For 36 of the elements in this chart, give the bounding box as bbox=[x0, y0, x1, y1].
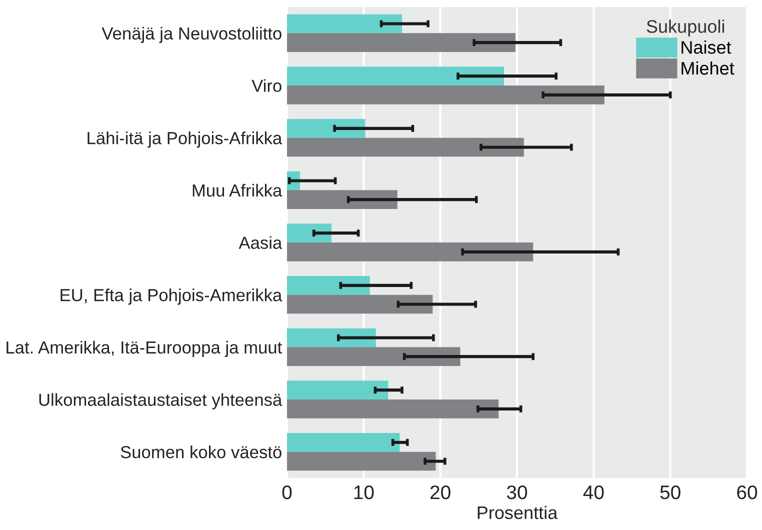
y-tick-label: Muu Afrikka bbox=[192, 184, 282, 197]
bar bbox=[287, 276, 370, 295]
y-tick-label: Viro bbox=[252, 79, 282, 92]
y-tick-label: Venäjä ja Neuvostoliitto bbox=[102, 26, 282, 44]
bar bbox=[287, 66, 504, 86]
x-tick-label: 10 bbox=[354, 485, 374, 500]
x-tick-label: 40 bbox=[583, 485, 604, 500]
bar bbox=[287, 14, 402, 34]
legend-label: Miehet bbox=[682, 61, 734, 75]
y-tick-label: Suomen koko väestö bbox=[120, 446, 282, 458]
bar bbox=[287, 118, 366, 138]
bar bbox=[287, 400, 499, 418]
bar bbox=[287, 190, 398, 210]
x-tick-label: 50 bbox=[660, 485, 680, 500]
legend-label: Naiset bbox=[682, 40, 732, 54]
bar bbox=[287, 224, 332, 242]
bar bbox=[287, 86, 604, 104]
y-tick-label: Lähi-itä ja Pohjois-Afrikka bbox=[88, 132, 282, 148]
bar bbox=[287, 452, 436, 471]
bar bbox=[287, 138, 524, 157]
x-tick-label: 30 bbox=[506, 485, 528, 500]
bar bbox=[287, 242, 534, 262]
bar bbox=[287, 432, 400, 452]
x-tick-label: 0 bbox=[282, 485, 292, 500]
bar bbox=[287, 294, 433, 314]
y-tick-label: Aasia bbox=[238, 236, 282, 249]
legend-title: Sukupuoli bbox=[646, 20, 724, 36]
x-tick-label: 20 bbox=[430, 485, 450, 500]
bar bbox=[287, 347, 460, 366]
y-tick-label: Lat. Amerikka, Itä-Eurooppa ja muut bbox=[6, 340, 282, 358]
bar bbox=[287, 33, 516, 52]
bar bbox=[287, 380, 388, 400]
y-tick-label: Ulkomaalaistaustaiset yhteensä bbox=[39, 393, 282, 410]
y-tick-label: EU, Efta ja Pohjois-Amerikka bbox=[60, 288, 282, 305]
x-tick-label: 60 bbox=[737, 485, 758, 500]
x-axis-title: Prosenttia bbox=[478, 506, 558, 520]
